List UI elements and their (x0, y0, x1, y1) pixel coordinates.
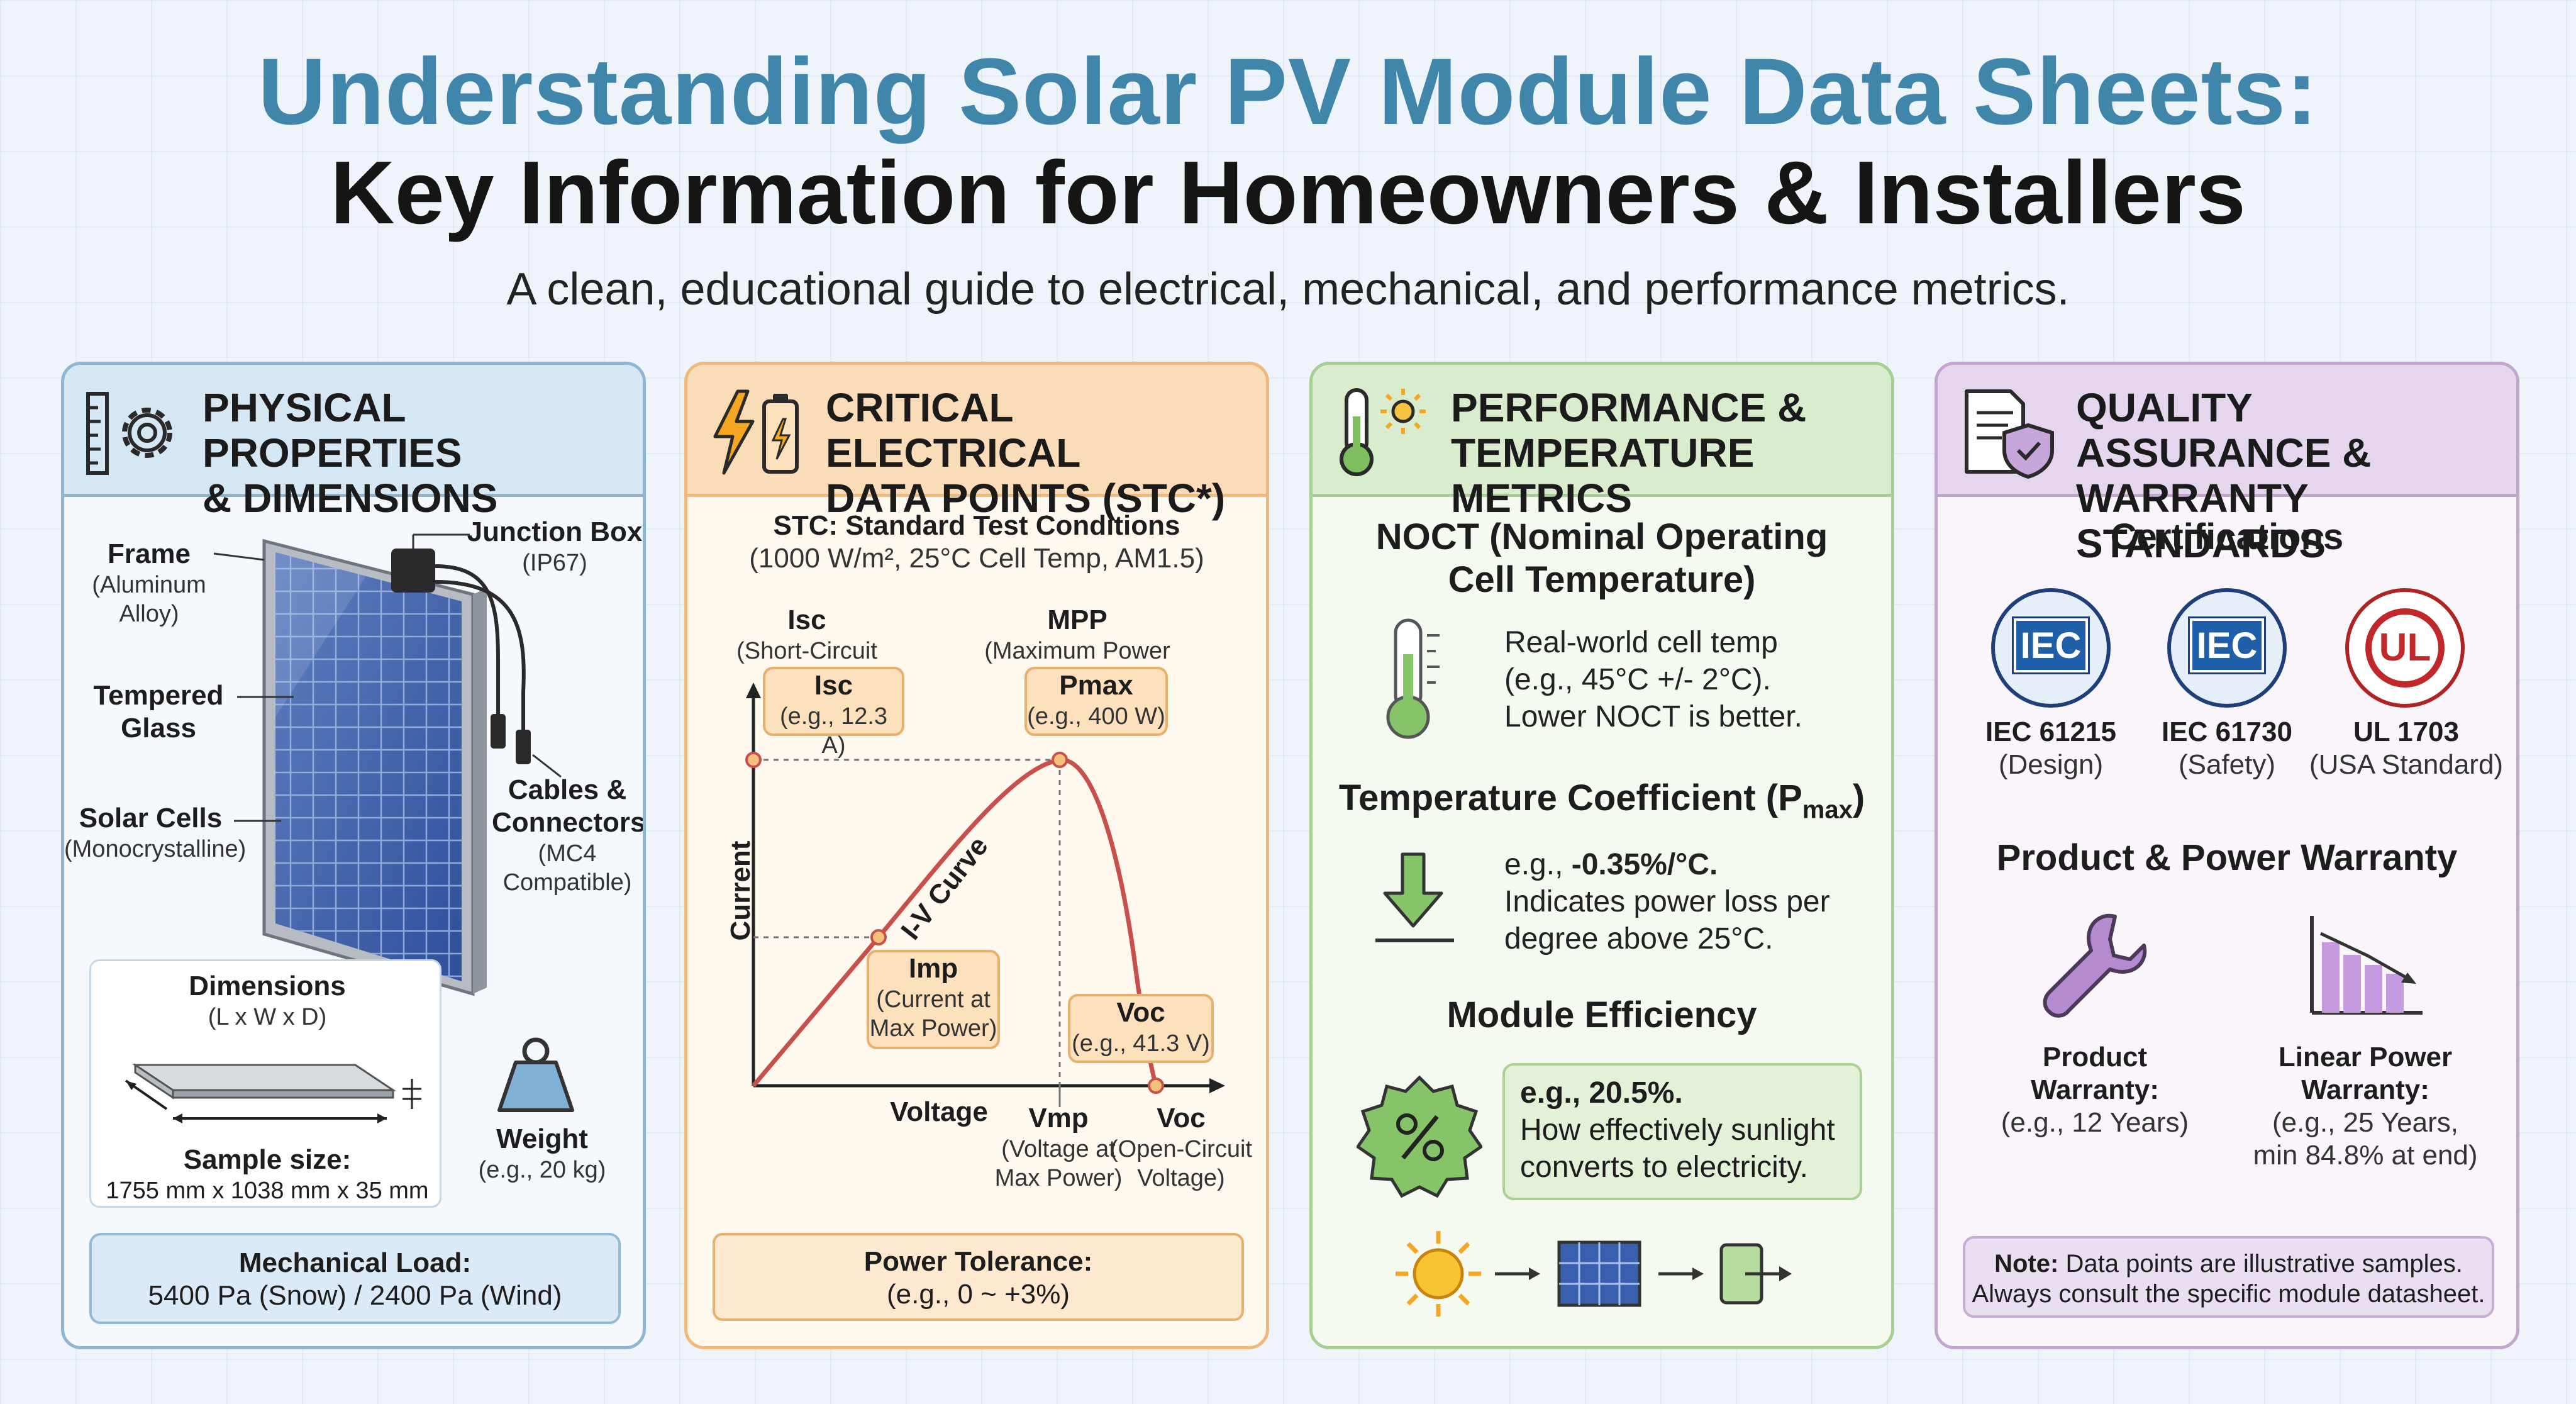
panel-header: PERFORMANCE & TEMPERATURE METRICS (1313, 365, 1891, 521)
weight-icon (497, 1037, 574, 1112)
note-box: Note: Data points are illustrative sampl… (1963, 1236, 2494, 1318)
efficiency-value: e.g., 20.5%. (1520, 1076, 1683, 1110)
junction-box (391, 549, 435, 593)
panel-title: PHYSICAL PROPERTIES & DIMENSIONS (203, 385, 636, 521)
page-header: Understanding Solar PV Module Data Sheet… (0, 38, 2576, 318)
efficiency-title: Module Efficiency (1446, 994, 1757, 1035)
glass-label: Tempered Glass (93, 680, 224, 744)
certifications-title: Certifications (2110, 516, 2344, 557)
panel-title: QUALITY ASSURANCE & WARRANTY STANDARDS (2076, 385, 2510, 566)
y-axis-label: Current (725, 840, 756, 941)
panel-title-line1: CRITICAL ELECTRICAL (826, 385, 1081, 476)
panel-title: CRITICAL ELECTRICAL DATA POINTS (STC*) (826, 385, 1260, 521)
performance-panel: PERFORMANCE & TEMPERATURE METRICS NOCT (… (1309, 362, 1894, 1349)
panel-header: QUALITY ASSURANCE & WARRANTY STANDARDS (1938, 365, 2516, 566)
dimension-plate-icon (125, 1063, 421, 1123)
panel-title-line2: & DIMENSIONS (203, 476, 498, 521)
temp-coefficient-value: -0.35%/°C. (1571, 848, 1718, 881)
efficiency-box: e.g., 20.5%. How effectively sunlight co… (1502, 1063, 1862, 1200)
panel-title-line1: PERFORMANCE & (1451, 385, 1807, 430)
stc-title: STC: Standard Test Conditions (773, 510, 1180, 541)
temp-coefficient-description: e.g., -0.35%/°C. Indicates power loss pe… (1504, 848, 1830, 956)
power-tolerance-box: Power Tolerance: (e.g., 0 ~ +3%) (713, 1233, 1244, 1321)
ul-badge: UL (2345, 588, 2465, 708)
note-label: Note: (1994, 1250, 2059, 1278)
page-subtitle: A clean, educational guide to electrical… (506, 264, 2070, 315)
dimensions-title: Dimensions (189, 971, 346, 1001)
noct-description: Real-world cell temp (e.g., 45°C +/- 2°C… (1504, 626, 1802, 733)
noct-title: NOCT (Nominal Operating Cell Temperature… (1375, 516, 1828, 600)
mpp-point (1052, 752, 1068, 768)
cert-iec-61215: IEC 61215 (Design) (1985, 716, 2116, 780)
sample-size-label: Sample size: (183, 1144, 352, 1175)
iec-badge: IEC (1991, 588, 2111, 708)
wrench-icon (2043, 913, 2147, 1018)
mc4-connector (516, 730, 531, 764)
solar-module-illustration (213, 533, 562, 996)
output-plug-icon (1719, 1243, 1792, 1305)
down-arrow-icon (1375, 852, 1454, 942)
product-warranty: Product Warranty: (e.g., 12 Years) (2001, 1042, 2189, 1138)
mechanical-load-value: 5400 Pa (Snow) / 2400 Pa (Wind) (148, 1280, 562, 1311)
panel-title-line2: WARRANTY STANDARDS (2076, 476, 2326, 566)
panel-title-line1: QUALITY ASSURANCE & (2076, 385, 2372, 476)
mechanical-load-title: Mechanical Load: (238, 1247, 472, 1278)
junction-box-label: Junction Box (IP67) (467, 516, 643, 576)
thermometer-sun-icon (1340, 388, 1426, 476)
panel-header: PHYSICAL PROPERTIES & DIMENSIONS (64, 365, 643, 521)
isc-point (745, 752, 762, 768)
imp-point (870, 929, 887, 945)
dimensions-card: Dimensions (L x W x D) Sample size: 1755… (89, 959, 441, 1208)
vmp-label: Vmp (Voltage at Max Power) (994, 1103, 1123, 1191)
solar-panel-icon (1557, 1240, 1641, 1307)
linear-power-warranty: Linear Power Warranty: (e.g., 25 Years, … (2253, 1042, 2478, 1171)
stc-conditions: (1000 W/m², 25°C Cell Temp, AM1.5) (749, 543, 1204, 574)
energy-flow-diagram (1396, 1231, 1792, 1317)
cells-label: Solar Cells (Monocrystalline) (64, 803, 247, 862)
panel-title-line2: DATA POINTS (STC*) (826, 476, 1226, 521)
frame-label: Frame (Aluminum Alloy) (92, 538, 206, 627)
percent-badge-icon (1357, 1075, 1482, 1198)
voc-label: Voc (Open-Circuit Voltage) (1110, 1103, 1252, 1191)
voc-box: Voc (e.g., 41.3 V) (1068, 994, 1214, 1063)
warranty-title: Product & Power Warranty (1996, 837, 2458, 878)
temp-coefficient-title: Temperature Coefficient (Pmax) (1338, 777, 1865, 824)
thermometer-icon (1386, 618, 1440, 739)
panel-header: CRITICAL ELECTRICAL DATA POINTS (STC*) (687, 365, 1266, 521)
quality-assurance-panel: QUALITY ASSURANCE & WARRANTY STANDARDS C… (1935, 362, 2519, 1349)
electrical-data-panel: CRITICAL ELECTRICAL DATA POINTS (STC*) S… (684, 362, 1269, 1349)
sample-size-value: 1755 mm x 1038 mm x 35 mm (106, 1178, 429, 1204)
weight-label: Weight (e.g., 20 kg) (478, 1123, 606, 1183)
mechanical-load-box: Mechanical Load: 5400 Pa (Snow) / 2400 P… (89, 1233, 621, 1324)
isc-box: Isc (e.g., 12.3 A) (763, 667, 904, 759)
stc-caption: STC: Standard Test Conditions (1000 W/m²… (687, 510, 1266, 575)
voc-point (1148, 1078, 1164, 1094)
power-tolerance-value: (e.g., 0 ~ +3%) (886, 1279, 1070, 1310)
cert-iec-61730: IEC 61730 (Safety) (2162, 716, 2292, 780)
mc4-connector (491, 714, 506, 749)
ruler-gear-icon (86, 392, 172, 475)
panel-title: PERFORMANCE & TEMPERATURE METRICS (1451, 385, 1885, 521)
iec-badge: IEC (2167, 588, 2287, 708)
power-tolerance-title: Power Tolerance: (863, 1246, 1093, 1277)
cert-ul-1703: UL 1703 (USA Standard) (2309, 716, 2504, 780)
panel-title-line2: TEMPERATURE METRICS (1451, 430, 1755, 521)
panel-title-line1: PHYSICAL PROPERTIES (203, 385, 462, 476)
declining-chart-icon (2310, 916, 2423, 1015)
x-axis-label: Voltage (890, 1096, 988, 1127)
physical-properties-panel: PHYSICAL PROPERTIES & DIMENSIONS (61, 362, 646, 1349)
sun-icon (1396, 1231, 1481, 1317)
page-title: Understanding Solar PV Module Data Sheet… (258, 38, 2318, 144)
page-title-line2: Key Information for Homeowners & Install… (330, 143, 2246, 243)
cables-label: Cables & Connectors (MC4 Compatible) (492, 774, 646, 896)
imp-box: Imp (Current at Max Power) (867, 950, 1000, 1049)
document-shield-icon (1965, 389, 2054, 479)
bolt-battery-icon (713, 389, 799, 475)
pmax-box: Pmax (e.g., 400 W) (1024, 667, 1168, 736)
